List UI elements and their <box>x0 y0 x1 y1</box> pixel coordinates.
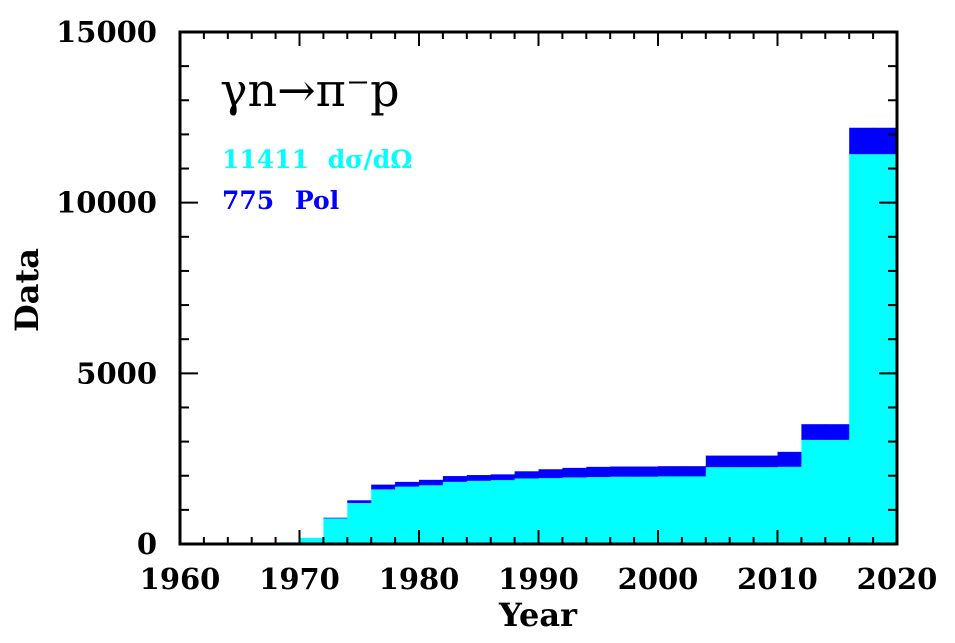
bar-pol <box>753 455 779 468</box>
bar-dsigma <box>395 486 420 544</box>
bar-dsigma <box>562 477 587 544</box>
bar-pol <box>538 469 563 479</box>
bar-dsigma <box>323 518 348 544</box>
bar-pol <box>705 455 731 468</box>
x-tick-label: 2010 <box>737 562 818 596</box>
bar-pol <box>729 455 755 468</box>
chart-title: γn→π⁻p <box>220 63 400 117</box>
y-tick-labels: 0 5000 10000 15000 <box>56 15 157 561</box>
bar-pol <box>323 517 348 519</box>
x-tick-labels: 1960 1970 1980 1990 2000 2010 2020 <box>140 562 938 596</box>
bar-pol <box>849 127 874 155</box>
bar-dsigma <box>681 476 707 544</box>
axis-ticks <box>179 31 898 545</box>
bar-dsigma <box>610 476 635 544</box>
bar-dsigma <box>873 154 898 544</box>
bar-dsigma <box>634 476 659 544</box>
bar-dsigma <box>586 477 611 544</box>
bar-dsigma <box>777 466 802 544</box>
legend-dsigma-name: dσ/dΩ <box>328 145 413 174</box>
bar-pol <box>514 471 540 479</box>
x-tick-label: 1980 <box>379 562 460 596</box>
x-tick-label: 2020 <box>857 562 938 596</box>
legend-entry-dsigma: 11411 dσ/dΩ <box>222 145 412 174</box>
bar-dsigma <box>658 476 683 544</box>
bar-pol <box>395 481 420 487</box>
legend-pol-name: Pol <box>295 186 339 215</box>
bar-pol <box>442 476 468 482</box>
bar-pol <box>466 475 492 481</box>
bar-pol <box>658 466 683 477</box>
bar-dsigma <box>825 439 850 544</box>
y-axis-title: Data <box>8 248 46 332</box>
bar-dsigma <box>729 467 755 544</box>
bar-dsigma <box>371 489 396 544</box>
bar-pol <box>562 467 587 478</box>
bar-dsigma <box>466 480 492 544</box>
y-tick-label: 15000 <box>56 15 157 49</box>
bar-pol <box>586 466 611 478</box>
bar-pol <box>801 424 826 440</box>
x-axis-title: Year <box>498 596 578 634</box>
bar-dsigma <box>514 478 540 544</box>
x-tick-label: 1960 <box>140 562 221 596</box>
bar-pol <box>610 466 635 477</box>
y-tick-label: 5000 <box>76 356 157 390</box>
bar-pol <box>490 474 516 481</box>
bar-dsigma <box>801 439 826 544</box>
bar-pol <box>371 484 396 490</box>
bar-pol <box>634 466 659 477</box>
bar-pol <box>777 451 802 467</box>
x-tick-label: 2000 <box>618 562 699 596</box>
bar-pol <box>419 479 444 486</box>
bar-dsigma <box>538 478 563 544</box>
x-tick-label: 1990 <box>498 562 579 596</box>
x-tick-label: 1970 <box>259 562 340 596</box>
legend-pol-count: 775 <box>222 186 274 215</box>
legend-dsigma-count: 11411 <box>222 145 309 174</box>
bar-dsigma <box>347 503 372 544</box>
bar-pol <box>347 500 372 504</box>
y-tick-label: 10000 <box>56 186 157 220</box>
legend-entry-pol: 775 Pol <box>222 186 339 215</box>
bar-dsigma <box>849 154 874 544</box>
bar-pol <box>681 466 707 477</box>
bar-dsigma <box>705 467 731 544</box>
bar-dsigma <box>442 481 468 544</box>
bar-dsigma <box>419 485 444 544</box>
histogram-bars <box>180 127 898 544</box>
bar-dsigma <box>490 480 516 544</box>
bar-dsigma <box>299 537 324 544</box>
y-tick-label: 0 <box>137 527 157 561</box>
bar-dsigma <box>753 467 779 544</box>
bar-pol <box>873 127 898 155</box>
bar-pol <box>825 424 850 440</box>
